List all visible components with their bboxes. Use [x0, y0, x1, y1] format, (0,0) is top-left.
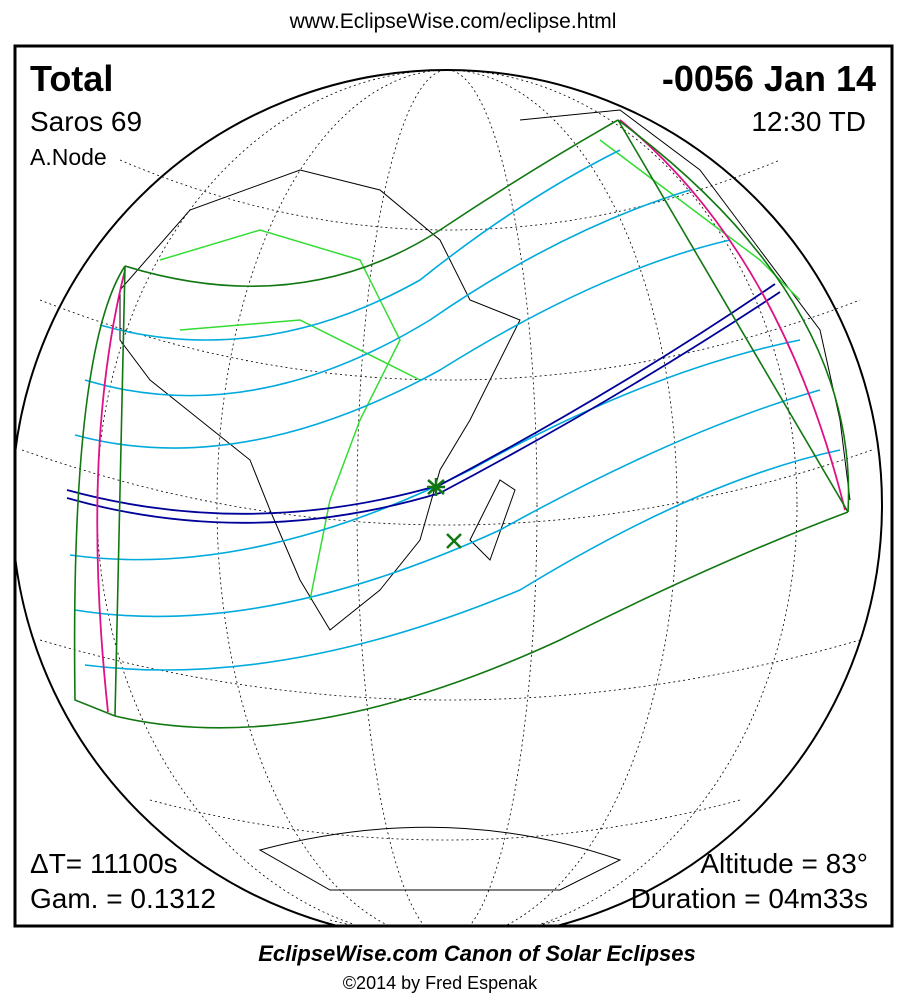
delta-t: ΔT= 11100s	[30, 848, 178, 879]
saros: Saros 69	[30, 106, 142, 137]
time: 12:30 TD	[751, 106, 866, 137]
duration: Duration = 04m33s	[631, 883, 868, 914]
url: www.EclipseWise.com/eclipse.html	[289, 10, 617, 33]
copyright: ©2014 by Fred Espenak	[343, 973, 538, 993]
node: A.Node	[30, 144, 107, 170]
gamma: Gam. = 0.1312	[30, 883, 216, 914]
date: -0056 Jan 14	[662, 58, 876, 99]
globe	[16, 69, 883, 925]
altitude: Altitude = 83°	[700, 848, 868, 879]
eclipse-type: Total	[30, 58, 113, 99]
footer-title: EclipseWise.com Canon of Solar Eclipses	[258, 941, 696, 966]
frame	[13, 44, 894, 928]
